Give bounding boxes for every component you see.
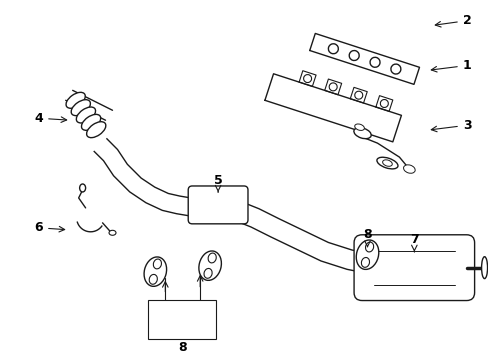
Text: 8: 8	[178, 341, 186, 354]
Polygon shape	[231, 201, 399, 275]
Bar	[148, 300, 216, 339]
Ellipse shape	[71, 100, 90, 116]
Polygon shape	[94, 139, 201, 217]
Ellipse shape	[380, 99, 387, 108]
FancyBboxPatch shape	[353, 235, 474, 301]
Ellipse shape	[361, 257, 369, 267]
Ellipse shape	[382, 160, 391, 166]
Text: 1: 1	[430, 59, 470, 72]
Ellipse shape	[365, 242, 373, 252]
Ellipse shape	[149, 274, 157, 284]
Text: 6: 6	[35, 221, 64, 234]
Ellipse shape	[144, 257, 166, 286]
Ellipse shape	[199, 251, 221, 280]
Text: 5: 5	[213, 174, 222, 192]
Ellipse shape	[353, 128, 370, 139]
Ellipse shape	[481, 257, 487, 279]
Ellipse shape	[390, 64, 400, 74]
Text: 3: 3	[430, 119, 470, 132]
Ellipse shape	[153, 259, 161, 269]
Ellipse shape	[80, 184, 85, 192]
Ellipse shape	[76, 107, 95, 123]
Ellipse shape	[109, 230, 116, 235]
Ellipse shape	[303, 75, 311, 82]
Ellipse shape	[328, 83, 336, 91]
Text: 8: 8	[363, 228, 371, 247]
Ellipse shape	[86, 122, 105, 138]
Ellipse shape	[354, 91, 362, 99]
Text: 2: 2	[434, 14, 470, 27]
Ellipse shape	[376, 157, 397, 169]
Ellipse shape	[354, 124, 364, 130]
FancyBboxPatch shape	[188, 186, 247, 224]
Text: 4: 4	[34, 112, 66, 125]
Ellipse shape	[348, 50, 359, 60]
Text: 7: 7	[409, 233, 418, 252]
Ellipse shape	[328, 44, 338, 54]
Ellipse shape	[81, 114, 101, 130]
Ellipse shape	[356, 240, 378, 269]
Ellipse shape	[203, 269, 212, 278]
Ellipse shape	[369, 57, 379, 67]
Ellipse shape	[66, 93, 85, 108]
Ellipse shape	[403, 165, 414, 173]
Ellipse shape	[208, 253, 216, 263]
